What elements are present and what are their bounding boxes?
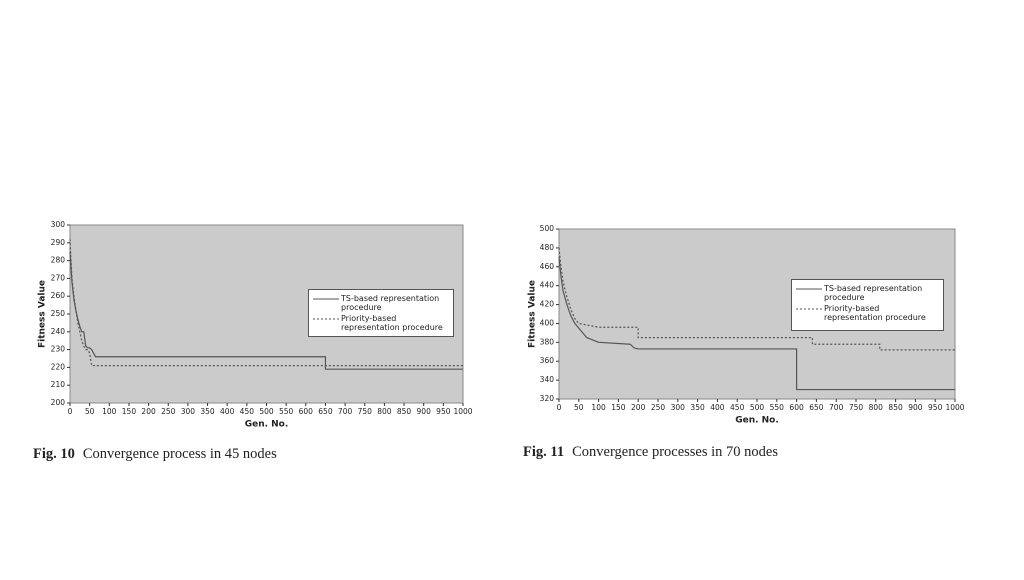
figure-caption: Fig. 11 Convergence processes in 70 nodes bbox=[523, 444, 778, 460]
legend-swatch bbox=[796, 288, 822, 290]
y-tick-label: 360 bbox=[540, 356, 555, 365]
x-tick-label: 350 bbox=[200, 407, 215, 416]
x-tick-label: 600 bbox=[789, 403, 804, 412]
legend-swatch bbox=[313, 318, 339, 320]
y-tick-label: 440 bbox=[540, 281, 555, 290]
x-tick-label: 750 bbox=[849, 403, 864, 412]
x-axis-label: Gen. No. bbox=[735, 416, 779, 426]
x-tick-label: 450 bbox=[730, 403, 745, 412]
y-tick-label: 480 bbox=[540, 243, 555, 252]
x-tick-label: 1000 bbox=[945, 403, 964, 412]
legend-label: TS-based representation procedure bbox=[824, 284, 923, 302]
y-tick-label: 290 bbox=[51, 238, 66, 247]
x-tick-label: 950 bbox=[928, 403, 943, 412]
y-tick-label: 240 bbox=[51, 327, 66, 336]
x-tick-label: 250 bbox=[161, 407, 176, 416]
x-tick-label: 900 bbox=[908, 403, 923, 412]
x-tick-label: 50 bbox=[574, 403, 584, 412]
x-tick-label: 450 bbox=[240, 407, 255, 416]
legend-label: Priority-based representation procedure bbox=[824, 304, 926, 322]
y-tick-label: 300 bbox=[51, 220, 66, 229]
y-tick-label: 500 bbox=[540, 224, 555, 233]
x-tick-label: 150 bbox=[611, 403, 626, 412]
x-tick-label: 800 bbox=[377, 407, 392, 416]
x-tick-label: 550 bbox=[770, 403, 785, 412]
legend-label: TS-based representation procedure bbox=[341, 294, 440, 312]
x-tick-label: 200 bbox=[141, 407, 156, 416]
legend-entry: TS-based representation procedure bbox=[796, 284, 939, 302]
y-tick-label: 200 bbox=[51, 398, 66, 407]
x-tick-label: 100 bbox=[591, 403, 606, 412]
y-tick-label: 280 bbox=[51, 256, 66, 265]
y-tick-label: 250 bbox=[51, 309, 66, 318]
legend-entry: TS-based representation procedure bbox=[313, 294, 449, 312]
x-tick-label: 500 bbox=[750, 403, 765, 412]
y-axis-label: Fitness Value bbox=[38, 280, 48, 348]
y-tick-label: 220 bbox=[51, 362, 66, 371]
x-tick-label: 400 bbox=[220, 407, 235, 416]
x-tick-label: 750 bbox=[358, 407, 373, 416]
legend: TS-based representation procedure Priorit… bbox=[791, 279, 944, 331]
y-tick-label: 320 bbox=[540, 394, 555, 403]
x-tick-label: 550 bbox=[279, 407, 294, 416]
x-tick-label: 850 bbox=[888, 403, 903, 412]
y-tick-label: 400 bbox=[540, 318, 555, 327]
figure-caption: Fig. 10 Convergence process in 45 nodes bbox=[33, 446, 277, 462]
legend-swatch bbox=[796, 308, 822, 310]
series-line bbox=[558, 257, 955, 391]
x-tick-label: 300 bbox=[181, 407, 196, 416]
caption-text: Convergence process in 45 nodes bbox=[83, 446, 277, 462]
x-tick-label: 0 bbox=[557, 403, 562, 412]
x-tick-label: 200 bbox=[631, 403, 646, 412]
x-tick-label: 1000 bbox=[453, 407, 472, 416]
x-tick-label: 350 bbox=[690, 403, 705, 412]
caption-label: Fig. 10 bbox=[33, 446, 75, 462]
series-line bbox=[69, 239, 463, 367]
x-axis-label: Gen. No. bbox=[245, 420, 289, 430]
y-tick-label: 210 bbox=[51, 380, 66, 389]
y-axis-label: Fitness Value bbox=[528, 280, 538, 348]
x-tick-label: 400 bbox=[710, 403, 725, 412]
caption-text: Convergence processes in 70 nodes bbox=[572, 444, 778, 460]
x-tick-label: 100 bbox=[102, 407, 117, 416]
legend-label: Priority-based representation procedure bbox=[341, 314, 443, 332]
x-tick-label: 650 bbox=[809, 403, 824, 412]
x-tick-label: 650 bbox=[318, 407, 333, 416]
x-tick-label: 700 bbox=[829, 403, 844, 412]
x-tick-label: 850 bbox=[397, 407, 412, 416]
x-tick-label: 800 bbox=[869, 403, 884, 412]
x-tick-label: 700 bbox=[338, 407, 353, 416]
x-tick-label: 600 bbox=[299, 407, 314, 416]
x-tick-label: 50 bbox=[85, 407, 95, 416]
y-tick-label: 230 bbox=[51, 345, 66, 354]
x-tick-label: 0 bbox=[68, 407, 73, 416]
x-tick-label: 500 bbox=[259, 407, 274, 416]
legend-swatch bbox=[313, 298, 339, 300]
y-tick-label: 420 bbox=[540, 300, 555, 309]
x-tick-label: 150 bbox=[122, 407, 137, 416]
x-tick-label: 250 bbox=[651, 403, 666, 412]
legend-entry: Priority-based representation procedure bbox=[796, 304, 939, 322]
y-tick-label: 380 bbox=[540, 337, 555, 346]
x-tick-label: 900 bbox=[417, 407, 432, 416]
x-tick-label: 950 bbox=[436, 407, 451, 416]
y-tick-label: 260 bbox=[51, 291, 66, 300]
y-tick-label: 460 bbox=[540, 262, 555, 271]
y-tick-label: 270 bbox=[51, 273, 66, 282]
x-tick-label: 300 bbox=[671, 403, 686, 412]
legend: TS-based representation procedure Priorit… bbox=[308, 289, 454, 337]
legend-entry: Priority-based representation procedure bbox=[313, 314, 449, 332]
y-tick-label: 340 bbox=[540, 375, 555, 384]
caption-label: Fig. 11 bbox=[523, 444, 564, 460]
